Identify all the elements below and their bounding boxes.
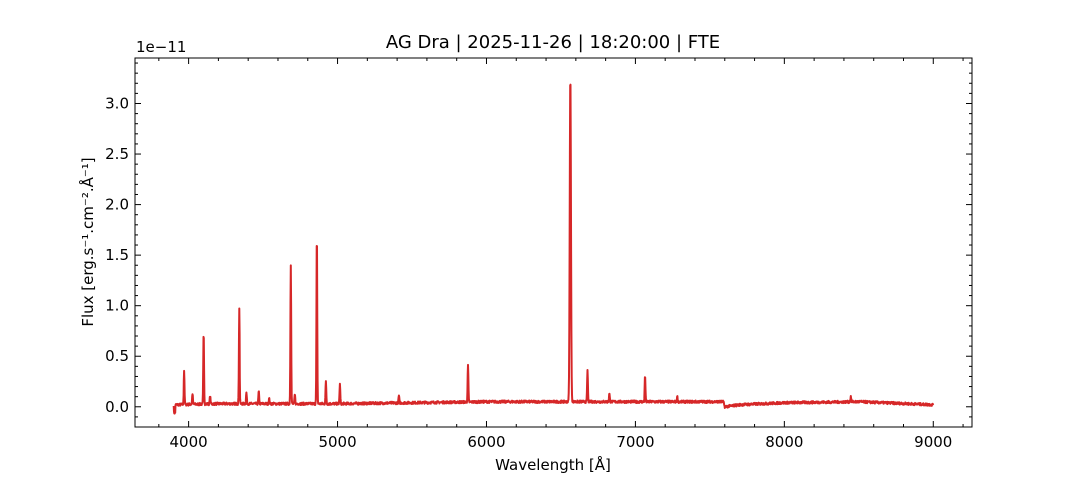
y-tick-label: 1.0 [105, 297, 129, 315]
plot-series [172, 83, 935, 415]
y-tick-label: 0.5 [105, 347, 129, 365]
y-tick-label: 1.5 [105, 246, 129, 264]
y-tick-label: 3.0 [105, 94, 129, 112]
spectrum-line [172, 83, 935, 415]
x-tick-label: 4000 [170, 433, 208, 451]
x-tick-label: 6000 [467, 433, 505, 451]
y-scale-label: 1e−11 [136, 38, 186, 56]
y-tick-label: 0.0 [105, 398, 129, 416]
x-axis-label: Wavelength [Å] [495, 455, 611, 474]
x-tick-label: 7000 [616, 433, 654, 451]
y-axis-label: Flux [erg.s⁻¹.cm⁻².Å⁻¹] [78, 157, 97, 326]
axis-ticks: 4000 5000 6000 7000 8000 9000 0.0 0.5 1.0 1.5 2.0 2… [105, 58, 972, 451]
chart-title: AG Dra | 2025-11-26 | 18:20:00 | FTE [386, 32, 720, 53]
y-tick-label: 2.0 [105, 196, 129, 214]
x-tick-label: 9000 [914, 433, 952, 451]
y-tick-label: 2.5 [105, 145, 129, 163]
plot-frame [134, 57, 973, 428]
x-tick-label: 8000 [765, 433, 803, 451]
x-tick-label: 5000 [318, 433, 356, 451]
